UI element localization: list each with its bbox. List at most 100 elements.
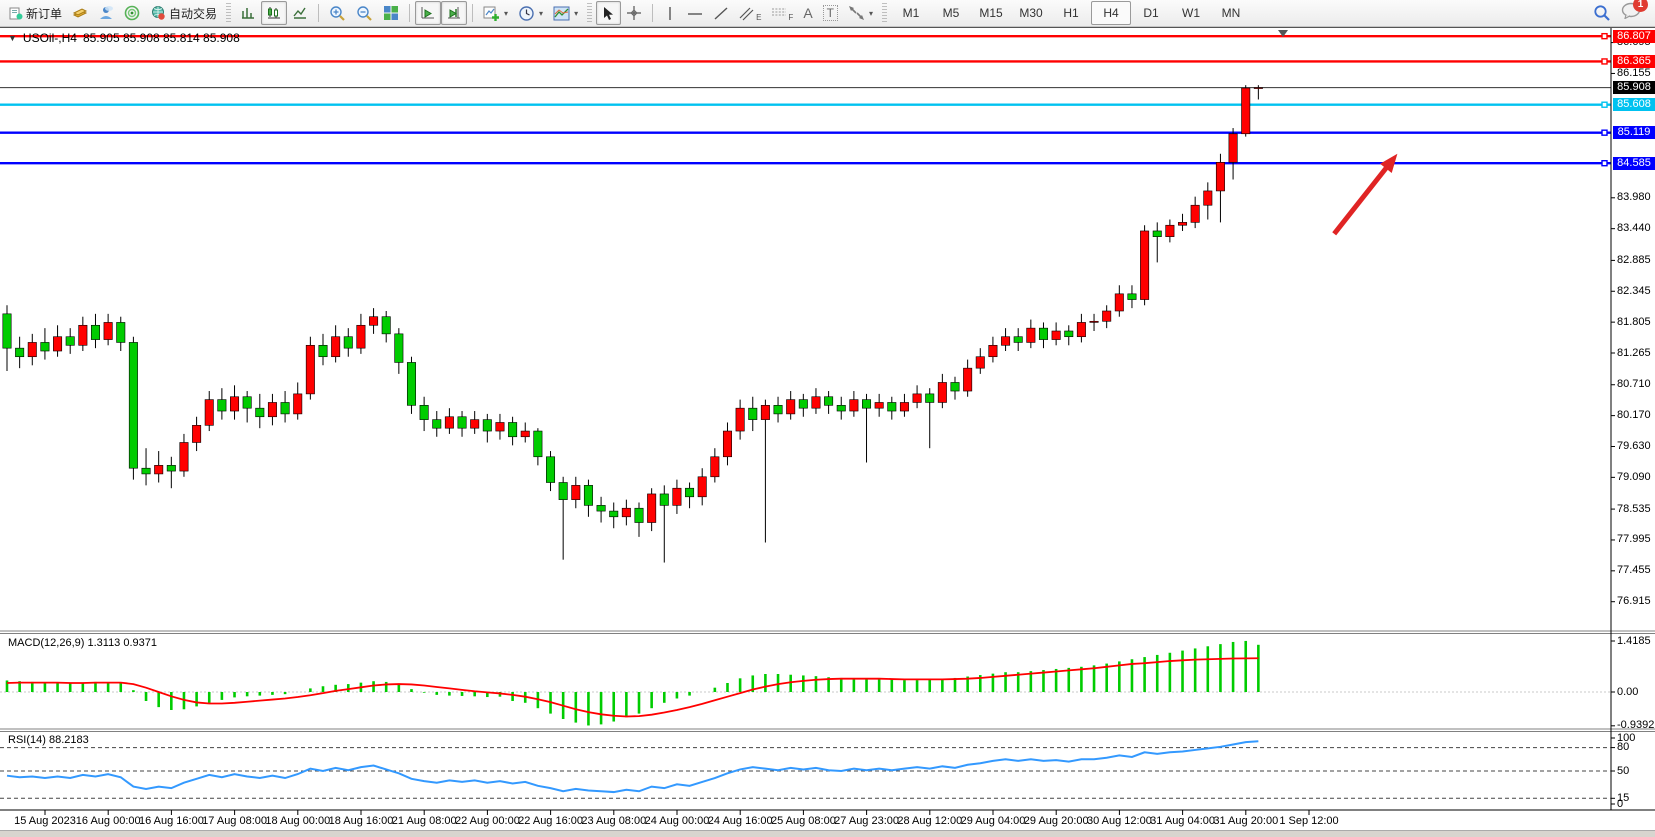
- price-tick-label: 79.090: [1617, 470, 1651, 483]
- candle-body: [166, 465, 176, 472]
- arrows-button[interactable]: ▾: [843, 1, 878, 25]
- rsi-tick-label: 15: [1617, 791, 1630, 804]
- hline-price-chip[interactable]: 85.608: [1613, 98, 1655, 112]
- toolbar-separator: [409, 4, 411, 22]
- text-label-button[interactable]: T: [818, 1, 843, 25]
- vertical-line-icon: [669, 6, 671, 20]
- zoom-out-button[interactable]: [351, 1, 378, 25]
- add-indicator-icon: [483, 6, 500, 21]
- arrow-annotation-head[interactable]: [1380, 153, 1398, 173]
- candle-body: [824, 396, 834, 406]
- candle-body: [204, 399, 214, 426]
- time-axis-label: 29 Aug 04:00: [960, 815, 1026, 827]
- candle-body: [659, 493, 669, 506]
- time-axis-label: 17 Aug 08:00: [202, 815, 268, 827]
- candle-body: [406, 362, 416, 406]
- timeframe-m1-button[interactable]: M1: [902, 6, 920, 20]
- add-indicator-button[interactable]: ▾: [478, 1, 513, 25]
- collapse-arrow-icon[interactable]: ▼: [8, 33, 17, 43]
- chart-shift-marker[interactable]: [1278, 30, 1288, 37]
- timeframe-h4-button[interactable]: H4: [1091, 1, 1132, 25]
- community-button[interactable]: [93, 1, 119, 25]
- new-order-button[interactable]: 新订单: [4, 1, 67, 25]
- vertical-line-button[interactable]: [658, 1, 682, 25]
- timeframe-m30-button[interactable]: M30: [1019, 6, 1043, 20]
- chart-shift-button[interactable]: [441, 1, 468, 25]
- candle-body: [760, 405, 770, 420]
- line-anchor-handle[interactable]: [1601, 32, 1608, 40]
- line-anchor-handle[interactable]: [1601, 160, 1608, 167]
- crosshair-button[interactable]: [621, 1, 647, 25]
- tile-windows-button[interactable]: [378, 1, 404, 25]
- candle-body: [849, 399, 859, 412]
- time-axis-label: 22 Aug 16:00: [518, 815, 584, 827]
- cursor-button[interactable]: [596, 1, 622, 25]
- time-axis-label: 23 Aug 08:00: [581, 815, 647, 827]
- equidistant-channel-button[interactable]: E: [734, 1, 766, 25]
- candle-body: [1127, 293, 1137, 300]
- timeframe-mn-button[interactable]: MN: [1221, 6, 1241, 20]
- timeframe-m5-button[interactable]: M5: [942, 6, 960, 20]
- fibonacci-button[interactable]: F: [766, 1, 798, 25]
- market-button[interactable]: [119, 1, 145, 25]
- line-anchor-handle[interactable]: [1601, 101, 1608, 108]
- timeframe-h1-button[interactable]: H1: [1063, 6, 1079, 20]
- auto-scroll-button[interactable]: [415, 1, 442, 25]
- candle-body: [217, 399, 227, 412]
- auto-trading-button[interactable]: 自动交易: [145, 1, 222, 25]
- time-axis-label: 31 Aug 20:00: [1213, 815, 1279, 827]
- notifications-button[interactable]: 1: [1621, 0, 1648, 24]
- candle-body: [899, 402, 909, 412]
- channel-letter: E: [756, 12, 762, 22]
- market-watch-button[interactable]: [67, 1, 93, 25]
- text-label-icon: T: [822, 5, 838, 21]
- fibonacci-icon: [772, 8, 787, 15]
- arrow-annotation[interactable]: [1332, 163, 1391, 236]
- line-anchor-handle[interactable]: [1601, 129, 1608, 136]
- bar-chart-button[interactable]: [235, 1, 261, 25]
- candle-body: [546, 456, 556, 483]
- current-price-chip[interactable]: 85.908: [1613, 81, 1655, 95]
- candlestick-chart-button[interactable]: [261, 1, 288, 25]
- fibo-letter: F: [788, 12, 794, 22]
- candle-body: [1203, 190, 1213, 206]
- hline-price-chip[interactable]: 86.807: [1613, 29, 1655, 43]
- candle-body: [836, 405, 846, 412]
- periods-button[interactable]: ▾: [513, 1, 548, 25]
- window-bottom-strip: [0, 830, 1655, 837]
- search-icon[interactable]: [1593, 4, 1611, 22]
- horizontal-line-button[interactable]: [682, 1, 708, 25]
- price-tick-label: 79.630: [1617, 439, 1651, 452]
- candle-body: [596, 505, 606, 512]
- candle-body: [912, 393, 922, 403]
- candle-body: [975, 356, 985, 369]
- candle-body: [179, 442, 189, 472]
- candle-body: [925, 393, 935, 403]
- text-icon: A: [803, 5, 813, 21]
- candle-body: [78, 324, 88, 346]
- zoom-in-button[interactable]: [324, 1, 351, 25]
- hline-price-chip[interactable]: 86.365: [1613, 54, 1655, 68]
- time-axis-label: 1 Sep 12:00: [1279, 815, 1339, 827]
- candle-body: [394, 333, 404, 363]
- price-tick-label: 83.980: [1617, 191, 1651, 204]
- hline-price-chip[interactable]: 84.585: [1613, 156, 1655, 170]
- text-button[interactable]: A: [798, 1, 817, 25]
- arrows-icon: [849, 6, 864, 20]
- line-anchor-handle[interactable]: [1601, 58, 1608, 65]
- candle-body: [1076, 322, 1086, 338]
- chart-window[interactable]: [0, 27, 1655, 836]
- time-axis-label: 18 Aug 16:00: [328, 815, 394, 827]
- timeframe-m15-button[interactable]: M15: [979, 6, 1003, 20]
- hline-price-chip[interactable]: 85.119: [1613, 126, 1655, 140]
- line-chart-button[interactable]: [287, 1, 313, 25]
- auto-trading-icon: [152, 6, 165, 20]
- trendline-button[interactable]: [708, 1, 734, 25]
- channel-icon: [739, 7, 754, 20]
- new-order-label: 新订单: [26, 6, 63, 21]
- timeframe-w1-button[interactable]: W1: [1182, 6, 1201, 20]
- timeframe-d1-button[interactable]: D1: [1143, 6, 1159, 20]
- candle-body: [1140, 230, 1150, 300]
- templates-button[interactable]: ▾: [548, 1, 583, 25]
